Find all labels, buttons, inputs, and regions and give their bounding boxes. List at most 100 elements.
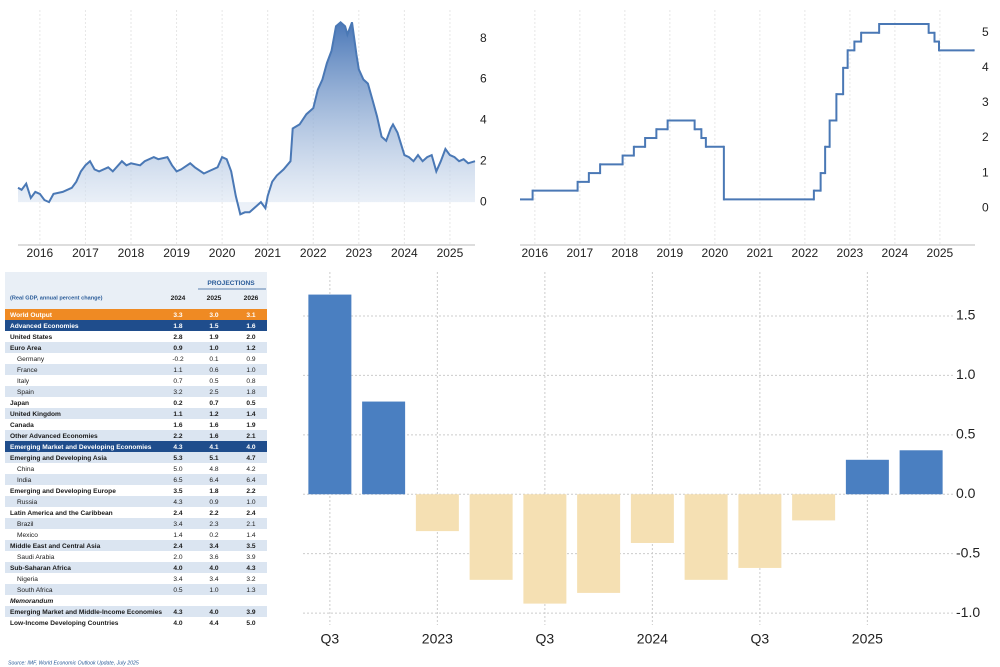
cell: 3.5 bbox=[246, 543, 255, 550]
row-label: South Africa bbox=[17, 587, 53, 594]
cell: 2.1 bbox=[246, 521, 255, 528]
y-tick-label: 2 bbox=[480, 153, 487, 167]
cell: 0.7 bbox=[173, 378, 182, 385]
y-tick-label: 0.5 bbox=[956, 426, 976, 442]
bar bbox=[577, 494, 621, 593]
row-label: Advanced Economies bbox=[10, 323, 79, 330]
row-label: Brazil bbox=[17, 521, 34, 528]
y-tick-label: 1 bbox=[982, 165, 989, 179]
table-row bbox=[5, 573, 267, 584]
x-tick-label: 2021 bbox=[254, 246, 281, 260]
x-tick-label: 2023 bbox=[345, 246, 372, 260]
y-tick-label: 2 bbox=[982, 130, 989, 144]
x-tick-label: 2024 bbox=[391, 246, 418, 260]
table-header-bg bbox=[5, 272, 267, 309]
row-label: Spain bbox=[17, 389, 34, 396]
area-fill bbox=[18, 22, 475, 215]
cell: 2.0 bbox=[246, 334, 255, 341]
row-label: Other Advanced Economies bbox=[10, 433, 98, 440]
y-tick-label: -1.0 bbox=[956, 604, 980, 620]
cell: 3.2 bbox=[246, 576, 255, 583]
column-header: 2026 bbox=[244, 295, 259, 302]
cell: 1.4 bbox=[173, 532, 182, 539]
table-row bbox=[5, 485, 267, 496]
x-tick-label: 2025 bbox=[852, 631, 883, 647]
bar bbox=[415, 494, 459, 532]
x-tick-label: 2025 bbox=[927, 246, 954, 260]
row-label: India bbox=[17, 477, 32, 484]
cell: 1.6 bbox=[209, 433, 218, 440]
table-row bbox=[5, 386, 267, 397]
table-row bbox=[5, 507, 267, 518]
x-tick-label: 2020 bbox=[209, 246, 236, 260]
x-tick-label: 2017 bbox=[567, 246, 594, 260]
table-row bbox=[5, 551, 267, 562]
cell: 0.6 bbox=[209, 367, 218, 374]
table-row bbox=[5, 606, 267, 617]
bar bbox=[792, 494, 836, 521]
table-source: Source: IMF, World Economic Outlook Upda… bbox=[8, 660, 139, 666]
x-tick-label: 2023 bbox=[422, 631, 453, 647]
cell: 3.4 bbox=[209, 543, 218, 550]
bar bbox=[308, 294, 352, 495]
table-row bbox=[5, 430, 267, 441]
y-tick-label: 1.5 bbox=[956, 307, 976, 323]
cell: 0.1 bbox=[209, 356, 218, 363]
y-tick-label: -0.5 bbox=[956, 544, 980, 560]
cell: 4.0 bbox=[209, 565, 218, 572]
table-row bbox=[5, 518, 267, 529]
cell: 1.3 bbox=[246, 587, 255, 594]
cell: 1.8 bbox=[209, 488, 218, 495]
row-label: Emerging and Developing Europe bbox=[10, 488, 116, 495]
cell: 4.0 bbox=[173, 620, 182, 627]
row-label: United States bbox=[10, 334, 52, 341]
cell: 3.1 bbox=[246, 312, 255, 319]
x-tick-label: 2024 bbox=[882, 246, 909, 260]
table-header-group: PROJECTIONS bbox=[207, 280, 255, 287]
table-row bbox=[5, 540, 267, 551]
row-label: France bbox=[17, 367, 38, 374]
x-tick-label: 2022 bbox=[792, 246, 819, 260]
cell: 2.2 bbox=[209, 510, 218, 517]
y-tick-label: 6 bbox=[480, 72, 487, 86]
row-label: Emerging Market and Developing Economies bbox=[10, 444, 152, 451]
x-tick-label: 2016 bbox=[27, 246, 54, 260]
cell: 1.6 bbox=[173, 422, 182, 429]
cell: 0.5 bbox=[209, 378, 218, 385]
row-label: World Output bbox=[10, 312, 53, 319]
table-caption: (Real GDP, annual percent change) bbox=[10, 295, 103, 301]
cell: 4.0 bbox=[173, 565, 182, 572]
table-row bbox=[5, 529, 267, 540]
table-row bbox=[5, 496, 267, 507]
x-tick-label: 2021 bbox=[747, 246, 774, 260]
cell: 1.1 bbox=[173, 367, 182, 374]
cell: 2.0 bbox=[173, 554, 182, 561]
cell: 5.0 bbox=[246, 620, 255, 627]
x-tick-label: 2019 bbox=[657, 246, 684, 260]
cell: 0.5 bbox=[246, 400, 255, 407]
x-tick-label: 2024 bbox=[637, 631, 668, 647]
cell: 4.7 bbox=[246, 455, 255, 462]
cell: 3.9 bbox=[246, 609, 255, 616]
row-label: Latin America and the Caribbean bbox=[10, 510, 113, 517]
cell: 1.0 bbox=[246, 499, 255, 506]
x-tick-label: 2018 bbox=[612, 246, 639, 260]
row-label: Saudi Arabia bbox=[17, 554, 55, 561]
cell: 1.0 bbox=[246, 367, 255, 374]
cell: 1.1 bbox=[173, 411, 182, 418]
table-row bbox=[5, 408, 267, 419]
cell: 4.2 bbox=[246, 466, 255, 473]
bar bbox=[523, 494, 567, 604]
cell: 3.3 bbox=[173, 312, 182, 319]
cell: 3.2 bbox=[173, 389, 182, 396]
cell: 3.4 bbox=[209, 576, 218, 583]
x-tick-label: 2020 bbox=[702, 246, 729, 260]
table-row bbox=[5, 375, 267, 386]
row-label: Low-Income Developing Countries bbox=[10, 620, 119, 627]
cell: 4.8 bbox=[209, 466, 218, 473]
row-label: Mexico bbox=[17, 532, 38, 539]
cell: 5.0 bbox=[173, 466, 182, 473]
cell: 2.4 bbox=[246, 510, 255, 517]
x-tick-label: Q3 bbox=[751, 631, 770, 647]
